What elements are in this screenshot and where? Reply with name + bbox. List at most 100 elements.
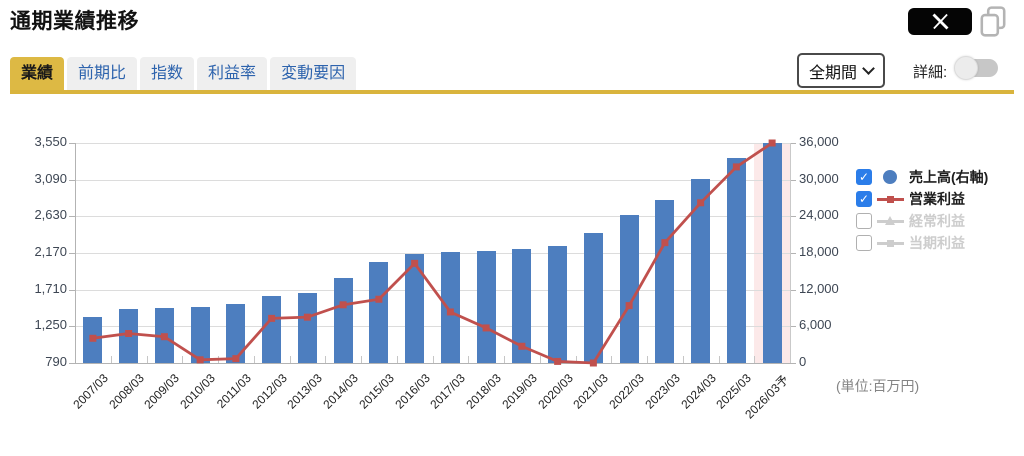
x-axis-label: 2021/03	[570, 371, 612, 412]
share-x-button[interactable]	[908, 8, 972, 35]
gridline	[75, 179, 790, 181]
category-tick	[611, 356, 613, 363]
gridline	[75, 253, 790, 254]
legend-label-revenue: 売上高(右軸)	[909, 169, 989, 185]
bar-2018/03[interactable]	[476, 250, 496, 363]
category-tick	[325, 356, 327, 363]
bar-2008/03[interactable]	[119, 309, 139, 363]
bar-2023/03[interactable]	[655, 199, 675, 363]
left-axis-label: 3,090	[34, 170, 67, 186]
x-axis-label: 2016/03	[391, 371, 433, 412]
category-tick	[361, 356, 362, 363]
tab-bar: 業績 前期比 指数 利益率 変動要因	[10, 57, 357, 90]
legend-label-net-profit: 当期利益	[909, 235, 965, 251]
x-axis-label: 2024/03	[677, 371, 719, 412]
legend-row-ordinary-profit: 経常利益	[856, 210, 988, 232]
copy-button[interactable]	[978, 6, 1008, 38]
x-axis-label: 2018/03	[463, 371, 505, 412]
period-select[interactable]: 全期間	[797, 53, 885, 88]
unit-note: (単位:百万円)	[836, 378, 920, 394]
left-axis-tick	[69, 363, 75, 364]
x-axis-label: 2012/03	[248, 371, 290, 412]
legend-label-ordinary-profit: 経常利益	[909, 213, 965, 229]
right-axis-label: 36,000	[799, 134, 839, 149]
bar-2025/03[interactable]	[726, 157, 746, 363]
bar-2016/03[interactable]	[405, 253, 425, 363]
x-axis-label: 2022/03	[606, 371, 648, 412]
left-axis-tick	[69, 179, 75, 181]
bar-2010/03[interactable]	[190, 307, 210, 363]
left-axis-tick	[69, 143, 75, 144]
x-axis-label: 2014/03	[320, 371, 362, 412]
legend-marker-ordinary-profit	[877, 214, 904, 228]
right-axis-tick	[790, 216, 796, 218]
tab-underline	[10, 90, 1014, 94]
category-tick	[468, 356, 470, 363]
detail-toggle[interactable]	[954, 56, 998, 80]
left-axis-label: 2,170	[34, 244, 67, 259]
category-tick	[396, 356, 398, 363]
legend-row-net-profit: 当期利益	[856, 232, 988, 254]
legend-checkbox-ordinary-profit[interactable]	[856, 213, 872, 229]
legend-checkbox-net-profit[interactable]	[856, 235, 872, 251]
legend-checkbox-revenue[interactable]: ✓	[856, 169, 872, 185]
bar-2017/03[interactable]	[440, 251, 460, 363]
period-select-value: 全期間	[808, 64, 857, 82]
right-axis-label: 18,000	[799, 244, 839, 259]
bar-2014/03[interactable]	[333, 278, 353, 363]
x-axis-label: 2020/03	[534, 371, 576, 412]
x-axis-label: 2011/03	[213, 371, 254, 411]
bar-2007/03[interactable]	[83, 316, 103, 363]
bar-2022/03[interactable]	[619, 215, 639, 363]
x-axis-label: 2010/03	[177, 371, 219, 412]
category-tick	[289, 356, 291, 363]
x-logo-icon	[932, 13, 948, 30]
bar-2011/03[interactable]	[226, 303, 246, 363]
bar-2012/03[interactable]	[262, 296, 282, 363]
right-axis-line	[790, 143, 791, 363]
legend-marker-net-profit	[877, 236, 904, 250]
toggle-knob	[954, 56, 978, 80]
legend-row-revenue: ✓ 売上高(右軸)	[856, 166, 988, 188]
category-tick	[647, 356, 648, 363]
category-tick	[504, 356, 505, 363]
bar-2020/03[interactable]	[548, 246, 568, 363]
left-axis-tick	[69, 253, 75, 254]
gridline	[75, 143, 790, 144]
right-axis-tick	[790, 179, 796, 181]
bar-2021/03[interactable]	[583, 232, 603, 363]
tab-yoy-comparison[interactable]: 前期比	[67, 57, 138, 90]
tab-profit-margin[interactable]: 利益率	[197, 57, 268, 90]
left-axis-tick	[69, 326, 75, 328]
category-tick	[182, 356, 184, 363]
left-axis-tick	[69, 216, 75, 218]
bar-2019/03[interactable]	[512, 248, 532, 363]
bar-2013/03[interactable]	[297, 292, 317, 363]
tab-change-factors[interactable]: 変動要因	[270, 57, 357, 90]
gridline	[75, 363, 790, 364]
x-axis-label: 2015/03	[356, 371, 397, 412]
tab-performance[interactable]: 業績	[10, 57, 65, 90]
category-tick	[110, 356, 112, 363]
legend-checkbox-operating-profit[interactable]: ✓	[856, 191, 872, 207]
tab-index[interactable]: 指数	[140, 57, 195, 90]
category-tick	[218, 356, 219, 363]
right-axis-tick	[790, 143, 796, 144]
category-tick	[718, 356, 720, 363]
left-axis-tick	[69, 289, 75, 291]
left-axis-label: 3,550	[34, 134, 67, 149]
bar-2009/03[interactable]	[154, 308, 174, 363]
category-tick	[432, 356, 434, 363]
x-axis-label: 2017/03	[427, 371, 469, 412]
right-axis-tick	[790, 363, 796, 364]
right-axis-tick	[790, 253, 796, 254]
legend-label-operating-profit: 営業利益	[909, 191, 965, 207]
category-tick	[575, 356, 577, 363]
left-axis-line	[75, 143, 76, 363]
bar-2026/03予[interactable]	[762, 143, 782, 363]
gridline	[75, 326, 790, 328]
bar-2024/03[interactable]	[691, 179, 711, 363]
bar-2015/03[interactable]	[369, 262, 389, 363]
right-axis-label: 6,000	[799, 317, 832, 333]
